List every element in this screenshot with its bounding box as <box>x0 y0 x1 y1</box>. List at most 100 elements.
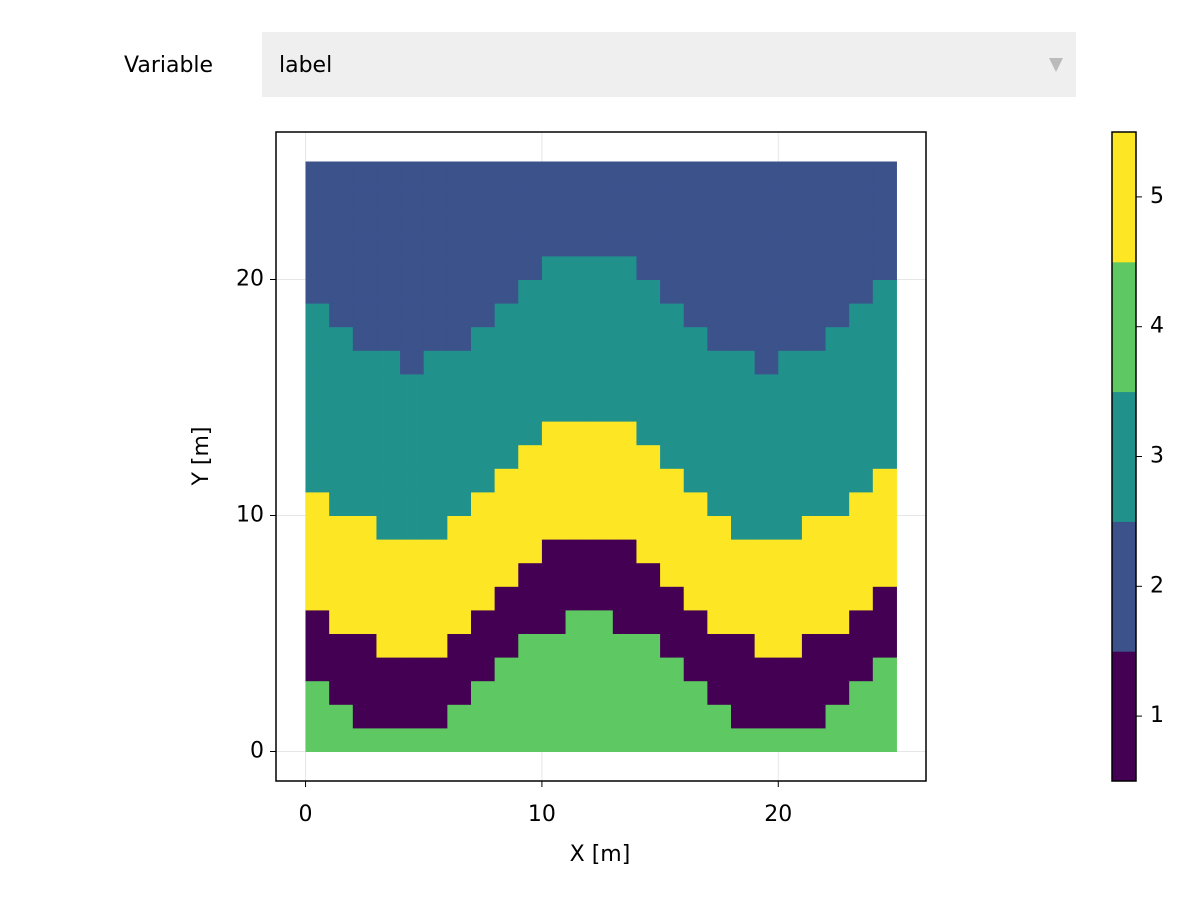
heatmap-cell <box>801 161 827 186</box>
heatmap-cell <box>352 350 377 375</box>
heatmap-cell <box>494 232 519 257</box>
heatmap-cell <box>636 208 661 233</box>
heatmap-cell <box>541 586 567 611</box>
heatmap-cell <box>754 421 779 446</box>
heatmap-cell <box>400 491 425 516</box>
heatmap-cell <box>447 657 472 682</box>
heatmap-cell <box>778 397 803 422</box>
heatmap-cell <box>541 279 567 304</box>
heatmap-cell <box>423 704 448 729</box>
heatmap-cell <box>494 633 519 658</box>
heatmap-cell <box>423 633 448 658</box>
heatmap-cell <box>329 421 354 446</box>
heatmap-cell <box>612 680 637 705</box>
dropdown[interactable]: label <box>262 32 1076 97</box>
dropdown-arrow[interactable] <box>1049 58 1063 72</box>
heatmap-cell <box>518 633 543 658</box>
heatmap-cell <box>518 255 543 280</box>
heatmap-cell <box>660 208 685 233</box>
heatmap-cell <box>778 255 803 280</box>
heatmap-cell <box>423 350 448 375</box>
heatmap-cell <box>305 468 330 493</box>
heatmap-cell <box>707 326 732 351</box>
heatmap-cell <box>352 609 377 634</box>
heatmap-cell <box>683 491 708 516</box>
heatmap-cell <box>825 586 850 611</box>
heatmap-cell <box>872 468 897 493</box>
heatmap-cell <box>352 255 377 280</box>
heatmap-cell <box>471 185 496 210</box>
heatmap-cell <box>612 468 637 493</box>
heatmap-cell <box>660 633 685 658</box>
heatmap-cell <box>494 491 519 516</box>
heatmap-cell <box>801 680 827 705</box>
heatmap-cell <box>849 586 874 611</box>
heatmap-cell <box>825 326 850 351</box>
heatmap-cell <box>471 444 496 469</box>
heatmap-cell <box>849 444 874 469</box>
heatmap-cell <box>447 350 472 375</box>
heatmap-cell <box>825 185 850 210</box>
heatmap-cell <box>825 397 850 422</box>
heatmap-cell <box>494 444 519 469</box>
heatmap-cell <box>329 161 354 186</box>
heatmap-cell <box>778 515 803 540</box>
heatmap-cell <box>376 657 401 682</box>
heatmap-cell <box>376 255 401 280</box>
heatmap-cell <box>825 161 850 186</box>
heatmap-cell <box>423 279 448 304</box>
heatmap-cell <box>305 609 330 634</box>
dropdown-box[interactable] <box>262 32 1076 97</box>
heatmap-cell <box>660 491 685 516</box>
heatmap-cell <box>400 657 425 682</box>
heatmap-cell <box>801 704 827 729</box>
heatmap-cell <box>636 586 661 611</box>
heatmap-cell <box>589 704 614 729</box>
heatmap-cell <box>447 727 472 752</box>
heatmap-cell <box>541 633 567 658</box>
heatmap-cell <box>778 232 803 257</box>
heatmap-cell <box>872 232 897 257</box>
heatmap-cell <box>423 185 448 210</box>
heatmap-cell <box>329 515 354 540</box>
heatmap-cell <box>707 586 732 611</box>
heatmap-cell <box>376 515 401 540</box>
heatmap-cell <box>541 185 567 210</box>
heatmap-cell <box>872 303 897 328</box>
heatmap-cell <box>305 208 330 233</box>
heatmap-cell <box>518 562 543 587</box>
heatmap-cell <box>660 468 685 493</box>
heatmap-cell <box>565 491 590 516</box>
heatmap-cell <box>565 539 590 564</box>
heatmap-cell <box>305 704 330 729</box>
heatmap-cell <box>329 562 354 587</box>
heatmap-cell <box>541 350 567 375</box>
heatmap-cell <box>683 515 708 540</box>
heatmap-cell <box>494 185 519 210</box>
heatmap-cell <box>447 680 472 705</box>
heatmap-cell <box>565 680 590 705</box>
heatmap-cell <box>471 397 496 422</box>
heatmap-cell <box>660 303 685 328</box>
heatmap-cell <box>352 491 377 516</box>
heatmap-cell <box>329 279 354 304</box>
heatmap-cell <box>541 421 567 446</box>
heatmap-cell <box>518 491 543 516</box>
heatmap-cell <box>565 208 590 233</box>
y-tick-label: 10 <box>236 503 264 528</box>
heatmap-cell <box>660 421 685 446</box>
dropdown-value[interactable]: label <box>279 53 332 78</box>
heatmap-cell <box>447 208 472 233</box>
heatmap-cell <box>778 633 803 658</box>
heatmap-cell <box>612 444 637 469</box>
heatmap-cell <box>447 586 472 611</box>
heatmap-cell <box>305 491 330 516</box>
heatmap-cell <box>778 161 803 186</box>
heatmap-cell <box>636 633 661 658</box>
heatmap-cell <box>565 515 590 540</box>
heatmap-cell <box>447 279 472 304</box>
heatmap-cell <box>754 185 779 210</box>
heatmap-cell <box>801 444 827 469</box>
heatmap-cell <box>872 562 897 587</box>
